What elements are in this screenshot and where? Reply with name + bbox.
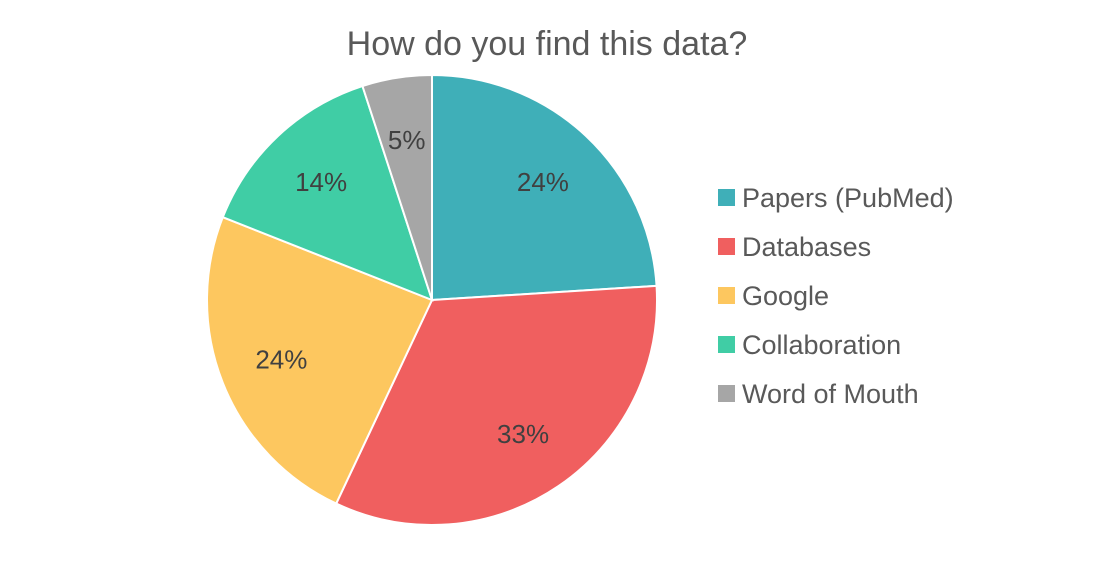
pie-slice-papers-pubmed xyxy=(431,73,658,302)
slice-label: 5% xyxy=(388,125,426,155)
slice-label: 33% xyxy=(497,419,549,449)
legend-swatch xyxy=(718,336,735,353)
pie-slice-labels: 24% 33% 24% 14% 5% xyxy=(255,125,569,449)
pie-slice-word-of-mouth xyxy=(361,73,433,301)
legend-swatch xyxy=(718,287,735,304)
legend-label: Papers (PubMed) xyxy=(742,183,954,213)
slice-label: 24% xyxy=(517,167,569,197)
legend-label: Google xyxy=(742,281,829,311)
chart-title: How do you find this data? xyxy=(347,25,748,63)
legend-swatch xyxy=(718,385,735,402)
slice-label: 14% xyxy=(295,167,347,197)
legend-label: Word of Mouth xyxy=(742,379,919,409)
slice-label: 24% xyxy=(255,345,307,375)
pie-slices xyxy=(206,73,658,526)
pie-slice-google xyxy=(206,215,434,505)
legend: Papers (PubMed) Databases Google Collaborat… xyxy=(718,183,954,409)
pie-slice-databases xyxy=(334,284,658,526)
legend-label: Collaboration xyxy=(742,330,901,360)
legend-swatch xyxy=(718,189,735,206)
legend-swatch xyxy=(718,238,735,255)
legend-label: Databases xyxy=(742,232,871,262)
